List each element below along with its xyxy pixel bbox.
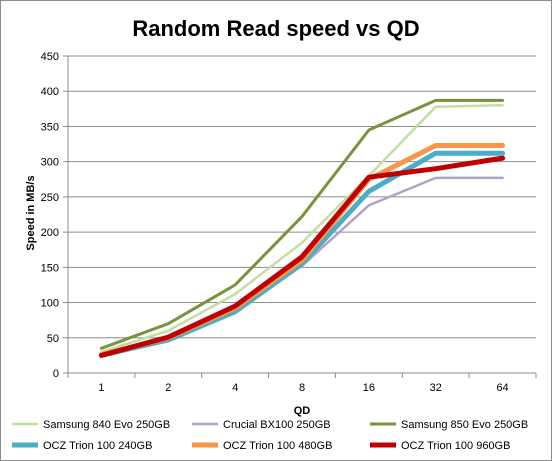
legend-label: OCZ Trion 100 960GB [401,440,510,452]
x-tick-label: 32 [430,382,442,394]
y-tick-label: 0 [53,368,59,380]
series-line-samsung-840-evo-250gb [100,104,504,354]
x-tick-label: 1 [98,382,104,394]
y-tick-label: 300 [41,157,59,169]
legend-label: OCZ Trion 100 480GB [223,440,332,452]
legend-item: OCZ Trion 100 960GB [370,440,510,452]
x-tick-label: 16 [363,382,375,394]
chart-title: Random Read speed vs QD [132,16,419,41]
x-tick-label: 8 [299,382,305,394]
x-tick-label: 64 [496,382,508,394]
x-tick-label: 4 [232,382,238,394]
y-tick-label: 350 [41,121,59,133]
y-tick-label: 450 [41,51,59,63]
axes: 0 50 100 150 200 250 300 350 400 450 1 2 4 8 16 32 64 [41,51,537,394]
legend-label: OCZ Trion 100 240GB [43,440,152,452]
y-tick-label: 50 [47,333,59,345]
legend-item: Crucial BX100 250GB [192,419,331,431]
series-line-ocz-trion-100-960gb [98,155,506,358]
legend: Samsung 840 Evo 250GB Crucial BX100 250GB… [12,419,528,452]
legend-item: OCZ Trion 100 480GB [192,440,332,452]
y-axis-label: Speed in MB/s [25,175,37,250]
legend-label: Crucial BX100 250GB [223,419,331,431]
series-lines [98,98,506,358]
legend-label: Samsung 850 Evo 250GB [401,419,528,431]
gridlines [68,55,536,339]
y-tick-label: 250 [41,192,59,204]
y-tick-label: 150 [41,262,59,274]
legend-label: Samsung 840 Evo 250GB [43,419,170,431]
x-axis-label: QD [294,405,311,417]
legend-item: OCZ Trion 100 240GB [12,440,152,452]
y-tick-label: 100 [41,298,59,310]
y-tick-label: 400 [41,86,59,98]
x-tick-label: 2 [165,382,171,394]
legend-item: Samsung 840 Evo 250GB [12,419,170,431]
series-line-samsung-850-evo-250gb [99,98,505,350]
y-tick-label: 200 [41,227,59,239]
legend-item: Samsung 850 Evo 250GB [370,419,528,431]
